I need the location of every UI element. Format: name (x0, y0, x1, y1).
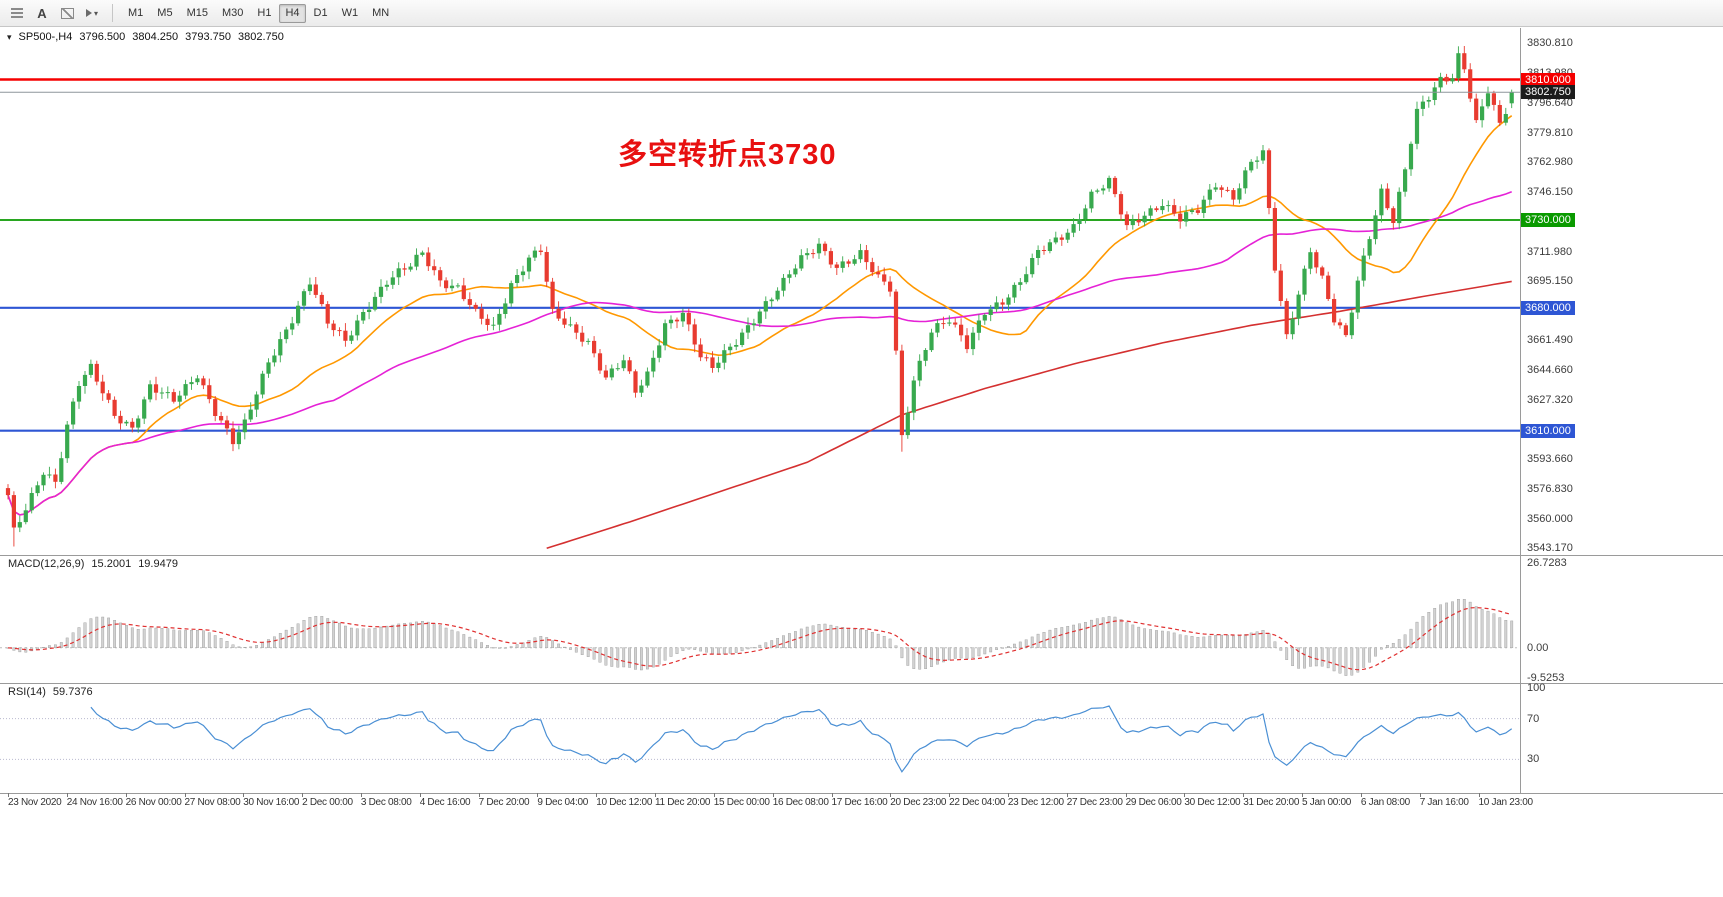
low-value: 3793.750 (185, 31, 232, 43)
macd-signal-value: 19.9479 (138, 558, 178, 570)
rsi-indicator-label: RSI(14) 59.7376 (8, 686, 93, 698)
macd-indicator-label: MACD(12,26,9) 15.2001 19.9479 (8, 558, 178, 570)
timeframe-toolbar: M1 M5 M15 M30 H1 H4 D1 W1 MN (122, 3, 395, 23)
timeframe-button-w1[interactable]: W1 (341, 7, 359, 19)
panel-separator-rsi[interactable] (0, 683, 1723, 684)
template-glyph (60, 7, 74, 19)
timeframe-button-d1[interactable]: D1 (313, 7, 328, 19)
timeframe-button-mn[interactable]: MN (372, 7, 390, 19)
chart-list-glyph (11, 12, 23, 14)
macd-main-value: 15.2001 (91, 558, 132, 570)
timeframe-button-m30[interactable]: M30 (221, 7, 244, 19)
high-value: 3804.250 (132, 31, 179, 43)
cursor-tool-icon[interactable]: ▾ (81, 3, 103, 23)
timeframe-button-m5[interactable]: M5 (157, 7, 173, 19)
template-icon[interactable] (56, 3, 78, 23)
timeframe-button-h4[interactable]: H4 (279, 3, 306, 23)
open-value: 3796.500 (79, 31, 126, 43)
chevron-down-icon: ▾ (93, 8, 98, 18)
toolbar-separator (112, 4, 113, 22)
close-value: 3802.750 (238, 31, 284, 43)
timeframe-button-m15[interactable]: M15 (186, 7, 208, 19)
toolbar: A ▾ M1 M5 M15 M30 H1 H4 D1 W1 MN (0, 0, 1723, 27)
cursor-glyph (85, 9, 92, 17)
time-axis-separator (0, 793, 1723, 794)
chart-list-icon[interactable] (6, 3, 28, 23)
rsi-value: 59.7376 (52, 686, 93, 698)
macd-name: MACD(12,26,9) (8, 558, 85, 570)
price-axis-separator (1520, 28, 1521, 793)
timeframe-button-m1[interactable]: M1 (128, 7, 144, 19)
chart-ohlc-label: ▾ SP500-,H4 3796.500 3804.250 3793.750 3… (7, 31, 284, 43)
chart-annotation: 多空转折点3730 (618, 139, 837, 171)
text-tool-glyph: A (37, 5, 47, 21)
panel-separator-macd[interactable] (0, 555, 1723, 556)
symbol-dropdown-icon[interactable]: ▾ (7, 31, 12, 42)
timeframe-button-h1[interactable]: H1 (257, 7, 272, 19)
rsi-name: RSI(14) (8, 686, 46, 698)
text-tool-icon[interactable]: A (31, 3, 53, 23)
symbol-period-label: SP500-,H4 (18, 31, 73, 43)
